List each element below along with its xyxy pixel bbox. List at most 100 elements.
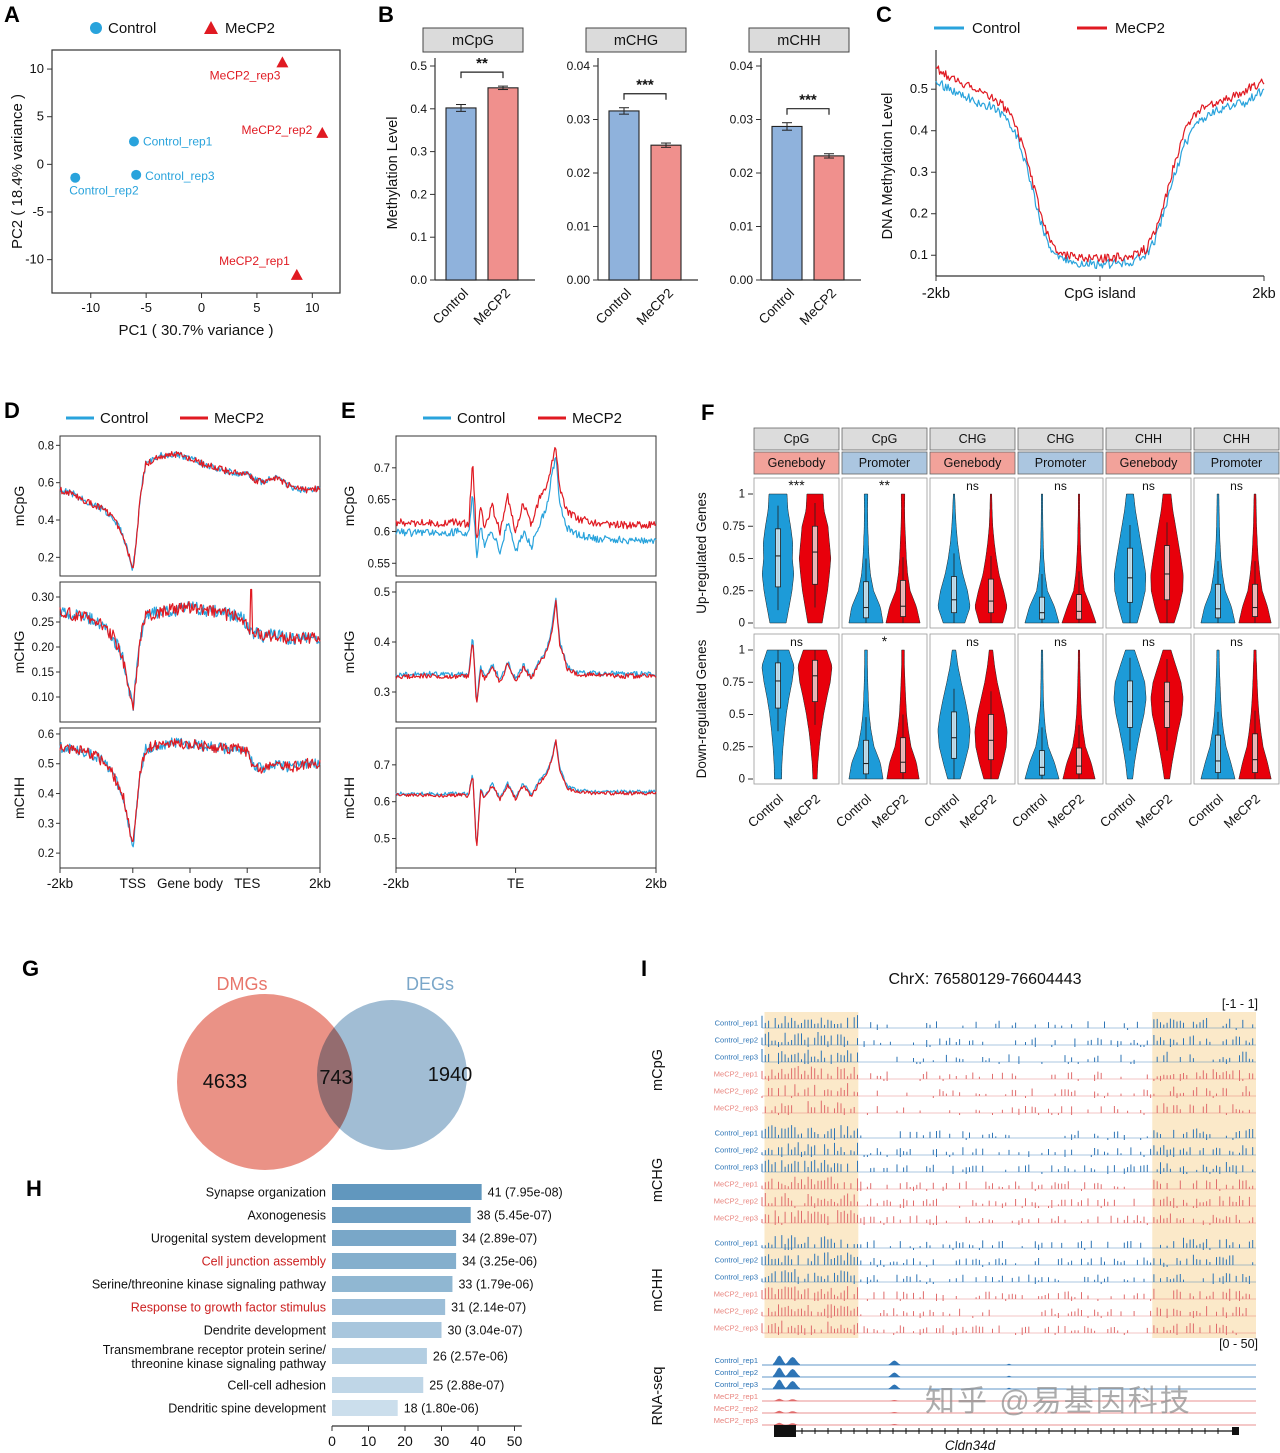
svg-text:Gene body: Gene body: [157, 876, 223, 891]
svg-text:0.00: 0.00: [567, 273, 591, 287]
svg-text:MeCP2_rep2: MeCP2_rep2: [714, 1307, 758, 1316]
go-term-bar-chart: Synapse organization 41 (7.95e-08) Axonoge…: [92, 1184, 563, 1449]
panel-label-G: G: [22, 956, 40, 981]
svg-text:threonine kinase signaling pat: threonine kinase signaling pathway: [131, 1357, 326, 1371]
svg-text:0.5: 0.5: [910, 81, 928, 96]
svg-text:0.10: 0.10: [32, 692, 54, 704]
svg-text:5: 5: [37, 109, 44, 124]
svg-text:0: 0: [37, 156, 44, 171]
svg-text:0.6: 0.6: [38, 729, 54, 741]
venn-diagram: DMGs DEGs 4633 743 1940: [177, 974, 472, 1170]
svg-text:CHG: CHG: [959, 432, 987, 446]
svg-text:0.3: 0.3: [410, 145, 427, 159]
svg-text:26 (2.57e-06): 26 (2.57e-06): [433, 1350, 508, 1364]
panel-label-D: D: [4, 398, 20, 423]
svg-text:0.15: 0.15: [32, 667, 54, 679]
svg-text:0.55: 0.55: [368, 558, 390, 570]
svg-text:1: 1: [739, 489, 745, 501]
svg-text:-5: -5: [32, 204, 44, 219]
svg-text:Transmembrane receptor protein: Transmembrane receptor protein serine/: [103, 1343, 327, 1357]
svg-text:CpG: CpG: [784, 432, 810, 446]
svg-text:20: 20: [397, 1433, 413, 1449]
svg-text:38 (5.45e-07): 38 (5.45e-07): [477, 1209, 552, 1223]
svg-text:Control_rep3: Control_rep3: [715, 1273, 758, 1282]
svg-text:MeCP2: MeCP2: [1221, 791, 1263, 831]
svg-text:**: **: [879, 477, 890, 493]
svg-text:Dendrite development: Dendrite development: [204, 1324, 327, 1338]
svg-text:ns: ns: [1054, 479, 1067, 493]
svg-text:Serine/threonine kinase signal: Serine/threonine kinase signaling pathwa…: [92, 1278, 327, 1292]
svg-text:Control: Control: [1185, 791, 1226, 830]
svg-text:mCHH: mCHH: [650, 1268, 666, 1312]
svg-text:Control_rep2: Control_rep2: [69, 184, 139, 198]
svg-text:0.1: 0.1: [910, 247, 928, 262]
svg-text:MeCP2: MeCP2: [781, 791, 823, 831]
svg-text:0.25: 0.25: [723, 741, 745, 753]
svg-text:Response to growth factor stim: Response to growth factor stimulus: [131, 1301, 326, 1315]
svg-text:Cell junction assembly: Cell junction assembly: [202, 1255, 327, 1269]
svg-text:ns: ns: [966, 479, 979, 493]
svg-text:Control: Control: [593, 286, 634, 327]
svg-text:0.2: 0.2: [910, 206, 928, 221]
svg-text:Cldn34d: Cldn34d: [945, 1438, 996, 1453]
svg-text:ns: ns: [1054, 635, 1067, 649]
svg-text:DEGs: DEGs: [406, 974, 454, 994]
svg-text:TE: TE: [507, 876, 524, 891]
svg-text:0.3: 0.3: [374, 687, 390, 699]
svg-text:Control: Control: [457, 410, 505, 427]
svg-text:MeCP2_rep1: MeCP2_rep1: [714, 1392, 758, 1401]
svg-text:MeCP2: MeCP2: [225, 20, 275, 37]
svg-text:MeCP2: MeCP2: [957, 791, 999, 831]
svg-text:0.2: 0.2: [38, 552, 54, 564]
svg-text:0: 0: [328, 1433, 336, 1449]
svg-text:mCHG: mCHG: [614, 33, 658, 49]
svg-text:10: 10: [305, 300, 319, 315]
svg-text:Control: Control: [972, 20, 1020, 37]
svg-text:0.75: 0.75: [723, 521, 745, 533]
svg-text:Control_rep3: Control_rep3: [715, 1380, 758, 1389]
panel-label-A: A: [4, 2, 20, 27]
svg-text:MeCP2: MeCP2: [572, 410, 622, 427]
svg-text:40: 40: [470, 1433, 486, 1449]
svg-text:0.3: 0.3: [910, 164, 928, 179]
panel-label-C: C: [876, 2, 892, 27]
svg-text:-2kb: -2kb: [922, 286, 950, 302]
svg-text:MeCP2_rep1: MeCP2_rep1: [714, 1180, 758, 1189]
svg-text:Control: Control: [108, 20, 156, 37]
svg-text:Control: Control: [756, 286, 797, 327]
svg-text:0.5: 0.5: [38, 759, 54, 771]
svg-text:743: 743: [319, 1067, 352, 1089]
svg-text:MeCP2_rep3: MeCP2_rep3: [714, 1214, 758, 1223]
svg-text:Dendritic spine development: Dendritic spine development: [168, 1402, 326, 1416]
svg-text:4633: 4633: [203, 1071, 248, 1093]
svg-text:MeCP2_rep2: MeCP2_rep2: [242, 123, 313, 137]
panel-label-B: B: [378, 2, 394, 27]
svg-text:0.25: 0.25: [32, 617, 54, 629]
svg-text:Control_rep1: Control_rep1: [715, 1239, 758, 1248]
svg-text:-2kb: -2kb: [47, 876, 73, 891]
svg-text:ns: ns: [1142, 479, 1155, 493]
svg-text:PC1 ( 30.7% variance ): PC1 ( 30.7% variance ): [118, 322, 273, 339]
svg-text:0.2: 0.2: [38, 848, 54, 860]
svg-text:ns: ns: [1230, 635, 1243, 649]
svg-text:***: ***: [636, 77, 654, 94]
watermark: 知乎 @易基因科技: [925, 1385, 1192, 1418]
cpg-island-profile-plot: Control MeCP2 0.1 0.2 0.3 0.4 0.5 -2kb CpG islan…: [880, 20, 1276, 302]
svg-text:Promoter: Promoter: [1035, 456, 1086, 470]
svg-text:25 (2.88e-07): 25 (2.88e-07): [429, 1379, 504, 1393]
genome-browser-tracks: ChrX: 76580129-76604443 [-1 - 1] mCpG Contr…: [650, 971, 1258, 1453]
svg-text:0.2: 0.2: [410, 187, 427, 201]
svg-text:MeCP2: MeCP2: [1133, 791, 1175, 831]
svg-text:Synapse organization: Synapse organization: [206, 1186, 326, 1200]
svg-text:Control_rep1: Control_rep1: [143, 134, 213, 148]
pca-scatter-plot: Control MeCP2 -10 -5 0 5 10 -10 -5 0 5 10 Control_re…: [9, 20, 341, 339]
svg-text:10: 10: [30, 61, 44, 76]
svg-text:Control_rep2: Control_rep2: [715, 1368, 758, 1377]
svg-text:-5: -5: [140, 300, 152, 315]
svg-text:34 (2.89e-07): 34 (2.89e-07): [462, 1232, 537, 1246]
svg-text:0.01: 0.01: [567, 220, 591, 234]
svg-text:0.5: 0.5: [729, 709, 745, 721]
svg-text:0.5: 0.5: [374, 834, 390, 846]
svg-text:0.03: 0.03: [567, 113, 591, 127]
svg-text:0.03: 0.03: [730, 113, 754, 127]
